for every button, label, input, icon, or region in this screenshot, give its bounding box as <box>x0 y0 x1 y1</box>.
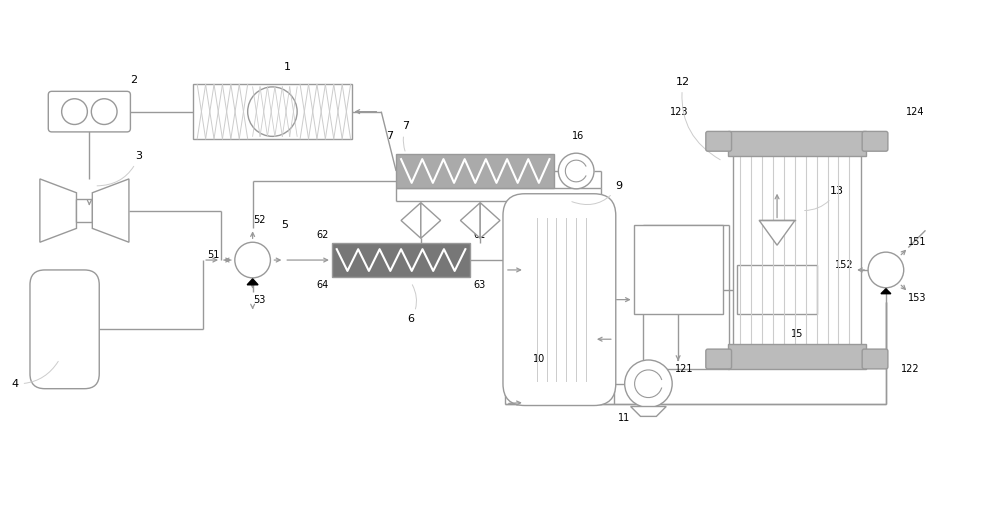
Text: 4: 4 <box>12 361 58 388</box>
Bar <box>396 154 554 188</box>
Text: 63: 63 <box>473 280 486 290</box>
Circle shape <box>62 99 87 125</box>
Text: 14: 14 <box>733 245 745 255</box>
Polygon shape <box>40 179 76 242</box>
Polygon shape <box>247 279 258 285</box>
Text: 7: 7 <box>386 131 393 142</box>
Polygon shape <box>881 289 891 294</box>
Circle shape <box>558 153 594 189</box>
Text: 11: 11 <box>618 413 630 423</box>
Polygon shape <box>759 220 795 245</box>
Text: 52: 52 <box>253 216 266 225</box>
Text: 8: 8 <box>427 243 442 275</box>
Text: 13: 13 <box>805 186 843 210</box>
Bar <box>737 265 817 314</box>
Circle shape <box>235 242 270 278</box>
Text: 153: 153 <box>908 293 927 303</box>
Circle shape <box>625 360 672 408</box>
Text: 12: 12 <box>676 77 720 160</box>
Text: 62: 62 <box>316 231 329 240</box>
Polygon shape <box>401 202 421 238</box>
Text: 61: 61 <box>473 231 486 240</box>
Polygon shape <box>92 179 129 242</box>
Bar <box>733 142 861 359</box>
FancyBboxPatch shape <box>706 131 732 151</box>
Bar <box>332 243 470 277</box>
Text: 3: 3 <box>97 151 142 186</box>
Text: 15: 15 <box>791 329 803 339</box>
Text: 2: 2 <box>130 75 137 85</box>
Bar <box>728 344 866 369</box>
Polygon shape <box>631 407 666 417</box>
Text: 1: 1 <box>284 62 291 72</box>
Bar <box>76 199 92 223</box>
Text: 16: 16 <box>572 131 584 142</box>
Circle shape <box>868 252 904 288</box>
Bar <box>193 84 352 139</box>
Circle shape <box>248 87 297 136</box>
Text: 124: 124 <box>906 107 924 117</box>
FancyBboxPatch shape <box>862 349 888 369</box>
Text: 64: 64 <box>317 280 329 290</box>
FancyBboxPatch shape <box>862 131 888 151</box>
Bar <box>634 225 723 314</box>
FancyBboxPatch shape <box>48 91 130 132</box>
FancyBboxPatch shape <box>706 349 732 369</box>
Text: 152: 152 <box>835 260 854 270</box>
Polygon shape <box>480 202 500 238</box>
Text: 6: 6 <box>407 285 417 324</box>
Polygon shape <box>421 202 441 238</box>
Text: 51: 51 <box>207 250 219 260</box>
Bar <box>728 131 866 156</box>
FancyBboxPatch shape <box>30 270 99 388</box>
Text: 5: 5 <box>281 220 288 231</box>
FancyBboxPatch shape <box>503 194 616 405</box>
Text: 122: 122 <box>901 364 919 374</box>
Text: 7: 7 <box>402 121 410 151</box>
Polygon shape <box>460 202 480 238</box>
Text: 151: 151 <box>908 237 927 247</box>
Circle shape <box>91 99 117 125</box>
Text: 53: 53 <box>253 295 266 305</box>
Text: 9: 9 <box>572 181 622 205</box>
Text: 10: 10 <box>533 354 545 364</box>
Text: 123: 123 <box>670 107 688 117</box>
Text: 121: 121 <box>674 364 693 374</box>
